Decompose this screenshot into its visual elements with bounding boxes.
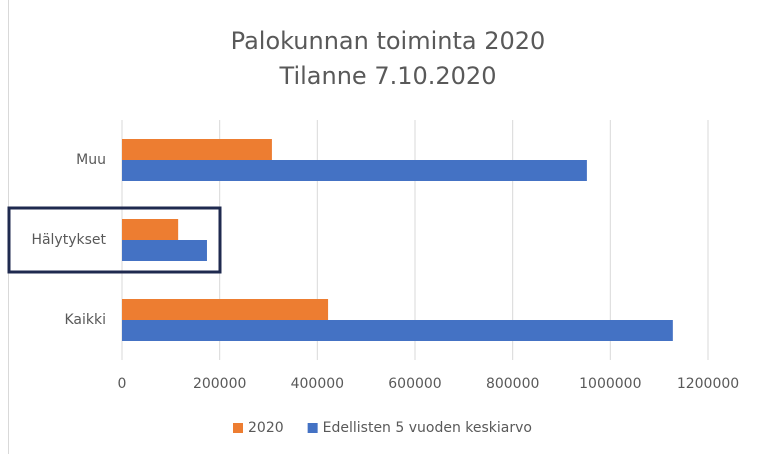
x-tick-label: 1000000 bbox=[579, 376, 641, 392]
y-tick-label: Hälytykset bbox=[31, 232, 106, 248]
bar bbox=[122, 299, 329, 320]
legend-swatch bbox=[233, 423, 243, 433]
chart-subtitle: Tilanne 7.10.2020 bbox=[279, 62, 497, 90]
bar bbox=[122, 139, 272, 160]
bar bbox=[122, 320, 673, 341]
legend-swatch bbox=[307, 423, 318, 433]
y-tick-label: Kaikki bbox=[64, 312, 106, 328]
x-tick-label: 1200000 bbox=[677, 376, 739, 392]
legend-label: 2020 bbox=[248, 420, 284, 436]
bar bbox=[122, 160, 587, 181]
bar bbox=[122, 219, 179, 240]
x-tick-label: 600000 bbox=[388, 376, 441, 392]
chart-title: Palokunnan toiminta 2020 bbox=[231, 27, 546, 55]
bar bbox=[122, 240, 207, 261]
legend-label: Edellisten 5 vuoden keskiarvo bbox=[323, 420, 532, 436]
x-tick-label: 400000 bbox=[291, 376, 344, 392]
highlight-box bbox=[7, 206, 222, 274]
y-tick-label: Muu bbox=[76, 152, 106, 168]
x-tick-label: 800000 bbox=[486, 376, 539, 392]
x-tick-label: 200000 bbox=[193, 376, 246, 392]
x-tick-label: 0 bbox=[118, 376, 127, 392]
